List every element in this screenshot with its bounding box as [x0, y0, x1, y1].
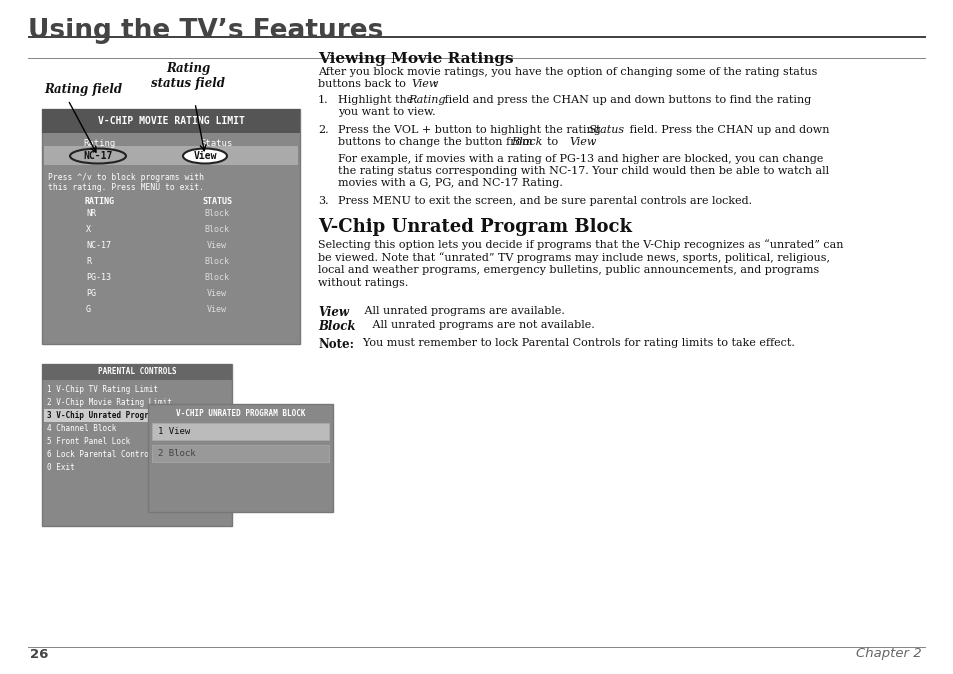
Text: View: View — [317, 306, 349, 319]
Text: Using the TV’s Features: Using the TV’s Features — [28, 18, 383, 44]
Text: 2 Block: 2 Block — [158, 449, 195, 458]
Bar — [28, 36, 925, 38]
Text: Status: Status — [201, 140, 233, 148]
Text: Block: Block — [204, 210, 230, 218]
Text: V-Chip Unrated Program Block: V-Chip Unrated Program Block — [317, 218, 631, 236]
Text: All unrated programs are available.: All unrated programs are available. — [354, 306, 564, 316]
Text: 3.: 3. — [317, 196, 328, 206]
Text: X: X — [86, 226, 91, 235]
Text: You must remember to lock Parental Controls for rating limits to take effect.: You must remember to lock Parental Contr… — [355, 338, 794, 348]
Text: Block: Block — [511, 137, 542, 147]
Text: NC-17: NC-17 — [83, 151, 112, 161]
Text: For example, if movies with a rating of PG-13 and higher are blocked, you can ch: For example, if movies with a rating of … — [337, 154, 822, 164]
Text: Rating: Rating — [84, 140, 116, 148]
Text: View: View — [568, 137, 596, 147]
Text: 6 Lock Parental Controls: 6 Lock Parental Controls — [47, 450, 158, 459]
Text: 0 Exit: 0 Exit — [47, 463, 74, 472]
Bar — [28, 57, 925, 59]
Text: Block: Block — [204, 274, 230, 282]
Text: Selecting this option lets you decide if programs that the V-Chip recognizes as : Selecting this option lets you decide if… — [317, 239, 842, 250]
Text: 3 V-Chip Unrated Program Block: 3 V-Chip Unrated Program Block — [47, 411, 186, 420]
Bar — [44, 146, 297, 165]
Bar — [42, 109, 299, 344]
Text: Highlight the: Highlight the — [337, 95, 416, 105]
Text: .: . — [590, 137, 594, 147]
Text: PARENTAL CONTROLS: PARENTAL CONTROLS — [97, 367, 176, 377]
Text: Block: Block — [204, 226, 230, 235]
Text: local and weather programs, emergency bulletins, public announcements, and progr: local and weather programs, emergency bu… — [317, 265, 819, 275]
Text: Press MENU to exit the screen, and be sure parental controls are locked.: Press MENU to exit the screen, and be su… — [337, 196, 751, 206]
Text: Viewing Movie Ratings: Viewing Movie Ratings — [317, 52, 513, 66]
Bar — [28, 647, 925, 648]
Text: 1 View: 1 View — [158, 427, 190, 436]
Bar — [42, 109, 299, 133]
Text: be viewed. Note that “unrated” TV programs may include news, sports, political, : be viewed. Note that “unrated” TV progra… — [317, 252, 829, 263]
Bar — [42, 364, 232, 526]
Text: View: View — [207, 290, 227, 299]
Text: After you block movie ratings, you have the option of changing some of the ratin: After you block movie ratings, you have … — [317, 67, 817, 77]
Text: All unrated programs are not available.: All unrated programs are not available. — [361, 320, 594, 330]
Text: NC-17: NC-17 — [86, 241, 111, 251]
Bar — [44, 409, 230, 422]
Text: this rating. Press MENU to exit.: this rating. Press MENU to exit. — [48, 183, 204, 192]
Text: Block: Block — [317, 320, 355, 333]
Text: PG: PG — [86, 290, 96, 299]
Text: View: View — [207, 241, 227, 251]
Bar — [148, 404, 333, 512]
Bar — [42, 364, 232, 380]
Text: View: View — [411, 79, 438, 89]
Text: Rating: Rating — [408, 95, 445, 105]
Text: you want to view.: you want to view. — [337, 107, 436, 117]
Text: :: : — [434, 79, 437, 89]
Text: buttons back to: buttons back to — [317, 79, 409, 89]
Text: Rating field: Rating field — [44, 83, 122, 96]
Text: field and press the CHAN up and down buttons to find the rating: field and press the CHAN up and down but… — [440, 95, 810, 105]
Text: buttons to change the button from: buttons to change the button from — [337, 137, 536, 147]
Text: field. Press the CHAN up and down: field. Press the CHAN up and down — [625, 125, 828, 135]
Text: V-CHIP MOVIE RATING LIMIT: V-CHIP MOVIE RATING LIMIT — [97, 116, 244, 126]
Text: Note:: Note: — [317, 338, 354, 351]
Text: movies with a G, PG, and NC-17 Rating.: movies with a G, PG, and NC-17 Rating. — [337, 178, 562, 188]
Ellipse shape — [70, 148, 126, 164]
Text: to: to — [539, 137, 564, 147]
Text: 1 V-Chip TV Rating Limit: 1 V-Chip TV Rating Limit — [47, 385, 158, 394]
Ellipse shape — [183, 148, 227, 164]
Text: Status: Status — [588, 125, 624, 135]
Text: 26: 26 — [30, 648, 49, 661]
Text: Block: Block — [204, 257, 230, 266]
Text: R: R — [86, 257, 91, 266]
Text: G: G — [86, 305, 91, 315]
Text: 5 Front Panel Lock: 5 Front Panel Lock — [47, 437, 131, 446]
Text: Press the VOL + button to highlight the rating: Press the VOL + button to highlight the … — [337, 125, 603, 135]
Text: Chapter 2: Chapter 2 — [856, 648, 921, 661]
Text: without ratings.: without ratings. — [317, 278, 408, 288]
Text: V-CHIP UNRATED PROGRAM BLOCK: V-CHIP UNRATED PROGRAM BLOCK — [175, 410, 305, 419]
Text: 1.: 1. — [317, 95, 328, 105]
Text: View: View — [207, 305, 227, 315]
Text: Press ^/v to block programs with: Press ^/v to block programs with — [48, 173, 204, 182]
Bar — [152, 445, 329, 462]
Text: 4 Channel Block: 4 Channel Block — [47, 424, 116, 433]
Text: 2.: 2. — [317, 125, 328, 135]
Text: the rating status corresponding with NC-17. Your child would then be able to wat: the rating status corresponding with NC-… — [337, 166, 828, 176]
Text: 2 V-Chip Movie Rating Limit: 2 V-Chip Movie Rating Limit — [47, 398, 172, 407]
Text: STATUS: STATUS — [202, 197, 232, 206]
Text: NR: NR — [86, 210, 96, 218]
Text: PG-13: PG-13 — [86, 274, 111, 282]
Text: RATING: RATING — [85, 197, 115, 206]
Text: Rating
status field: Rating status field — [151, 62, 225, 90]
Text: View: View — [193, 151, 216, 161]
Bar — [152, 423, 329, 440]
